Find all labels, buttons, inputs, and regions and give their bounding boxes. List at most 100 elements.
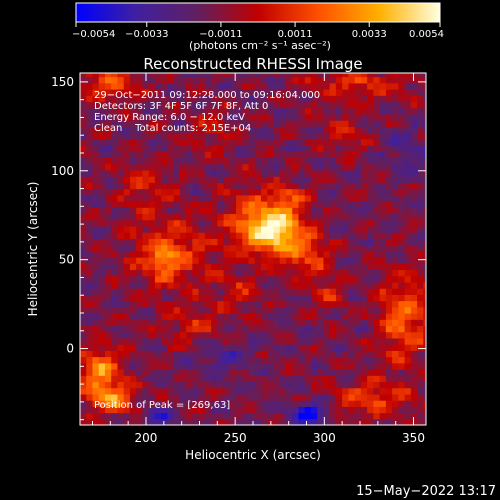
heatmap-cell xyxy=(360,120,368,127)
heatmap-cell xyxy=(261,306,268,314)
heatmap-cell xyxy=(211,188,218,196)
heatmap-cell xyxy=(236,331,243,339)
heatmap-cell xyxy=(236,344,243,351)
heatmap-cell xyxy=(423,213,426,221)
heatmap-cell xyxy=(360,169,368,177)
heatmap-cell xyxy=(254,300,262,308)
heatmap-cell xyxy=(242,387,250,395)
heatmap-cell xyxy=(317,138,325,146)
heatmap-cell xyxy=(129,138,137,146)
heatmap-cell xyxy=(217,213,225,221)
heatmap-cell xyxy=(342,362,350,370)
heatmap-cell xyxy=(285,169,293,177)
heatmap-cell xyxy=(248,107,256,115)
heatmap-cell xyxy=(317,387,325,395)
heatmap-cell xyxy=(98,194,106,202)
heatmap-cell xyxy=(148,362,156,370)
heatmap-cell xyxy=(298,225,306,233)
heatmap-cell xyxy=(104,275,112,283)
heatmap-cell xyxy=(410,375,418,383)
heatmap-cell xyxy=(367,387,374,395)
heatmap-cell xyxy=(379,238,387,246)
heatmap-cell xyxy=(117,400,125,407)
heatmap-cell xyxy=(404,313,412,320)
heatmap-cell xyxy=(217,337,225,345)
heatmap-cell xyxy=(192,406,200,414)
heatmap-cell xyxy=(111,232,119,239)
heatmap-cell xyxy=(360,132,368,140)
heatmap-cell xyxy=(304,337,312,345)
heatmap-cell xyxy=(367,182,374,190)
heatmap-cell xyxy=(161,157,168,165)
heatmap-cell xyxy=(379,288,387,295)
heatmap-cell xyxy=(142,188,150,196)
heatmap-cell xyxy=(404,225,412,233)
heatmap-cell xyxy=(367,263,374,271)
heatmap-cell xyxy=(154,250,162,258)
heatmap-cell xyxy=(310,306,318,314)
heatmap-cell xyxy=(186,169,193,177)
heatmap-cell xyxy=(323,244,331,252)
heatmap-cell xyxy=(148,356,156,364)
heatmap-cell xyxy=(273,238,281,246)
heatmap-cell xyxy=(354,275,362,283)
heatmap-cell xyxy=(273,213,281,221)
heatmap-cell xyxy=(348,138,356,146)
heatmap-cell xyxy=(92,281,100,289)
heatmap-cell xyxy=(254,406,262,414)
heatmap-cell xyxy=(92,300,100,308)
heatmap-cell xyxy=(304,145,312,152)
heatmap-cell xyxy=(129,300,137,308)
heatmap-cell xyxy=(129,113,137,121)
heatmap-cell xyxy=(410,73,418,78)
heatmap-cell xyxy=(223,213,231,221)
colorbar-tick-label: 0.0033 xyxy=(352,29,387,40)
heatmap-cell xyxy=(379,176,387,183)
heatmap-cell xyxy=(136,387,144,395)
heatmap-cell xyxy=(223,157,231,165)
heatmap-cell xyxy=(223,132,231,140)
heatmap-cell xyxy=(179,107,187,115)
heatmap-cell xyxy=(317,269,325,277)
heatmap-cell xyxy=(404,294,412,302)
heatmap-cell xyxy=(179,412,187,420)
heatmap-cell xyxy=(98,275,106,283)
heatmap-cell xyxy=(154,400,162,407)
heatmap-cell xyxy=(354,400,362,407)
heatmap-cell xyxy=(236,169,243,177)
heatmap-cell xyxy=(104,344,112,351)
heatmap-cell xyxy=(211,101,218,109)
heatmap-cell xyxy=(223,294,231,302)
heatmap-cell xyxy=(248,157,256,165)
heatmap-cell xyxy=(392,176,399,183)
heatmap-cell xyxy=(417,101,424,109)
heatmap-cell xyxy=(310,169,318,177)
heatmap-cell xyxy=(273,369,281,376)
heatmap-cell xyxy=(148,126,156,134)
heatmap-cell xyxy=(154,263,162,271)
heatmap-cell xyxy=(248,319,256,327)
heatmap-cell xyxy=(304,225,312,233)
heatmap-cell xyxy=(173,319,181,327)
heatmap-cell xyxy=(304,132,312,140)
heatmap-cell xyxy=(379,163,387,171)
heatmap-cell xyxy=(248,275,256,283)
heatmap-cell xyxy=(248,238,256,246)
heatmap-cell xyxy=(186,157,193,165)
heatmap-cell xyxy=(236,375,243,383)
heatmap-cell xyxy=(236,306,243,314)
heatmap-cell xyxy=(348,163,356,171)
heatmap-cell xyxy=(379,263,387,271)
heatmap-cell xyxy=(310,73,318,78)
heatmap-cell xyxy=(167,232,175,239)
heatmap-cell xyxy=(80,132,87,140)
heatmap-cell xyxy=(236,250,243,258)
heatmap-cell xyxy=(117,213,125,221)
heatmap-cell xyxy=(236,257,243,264)
heatmap-cell xyxy=(136,294,144,302)
heatmap-cell xyxy=(154,300,162,308)
heatmap-cell xyxy=(392,107,399,115)
heatmap-cell xyxy=(80,387,87,395)
heatmap-cell xyxy=(198,263,206,271)
heatmap-cell xyxy=(248,244,256,252)
